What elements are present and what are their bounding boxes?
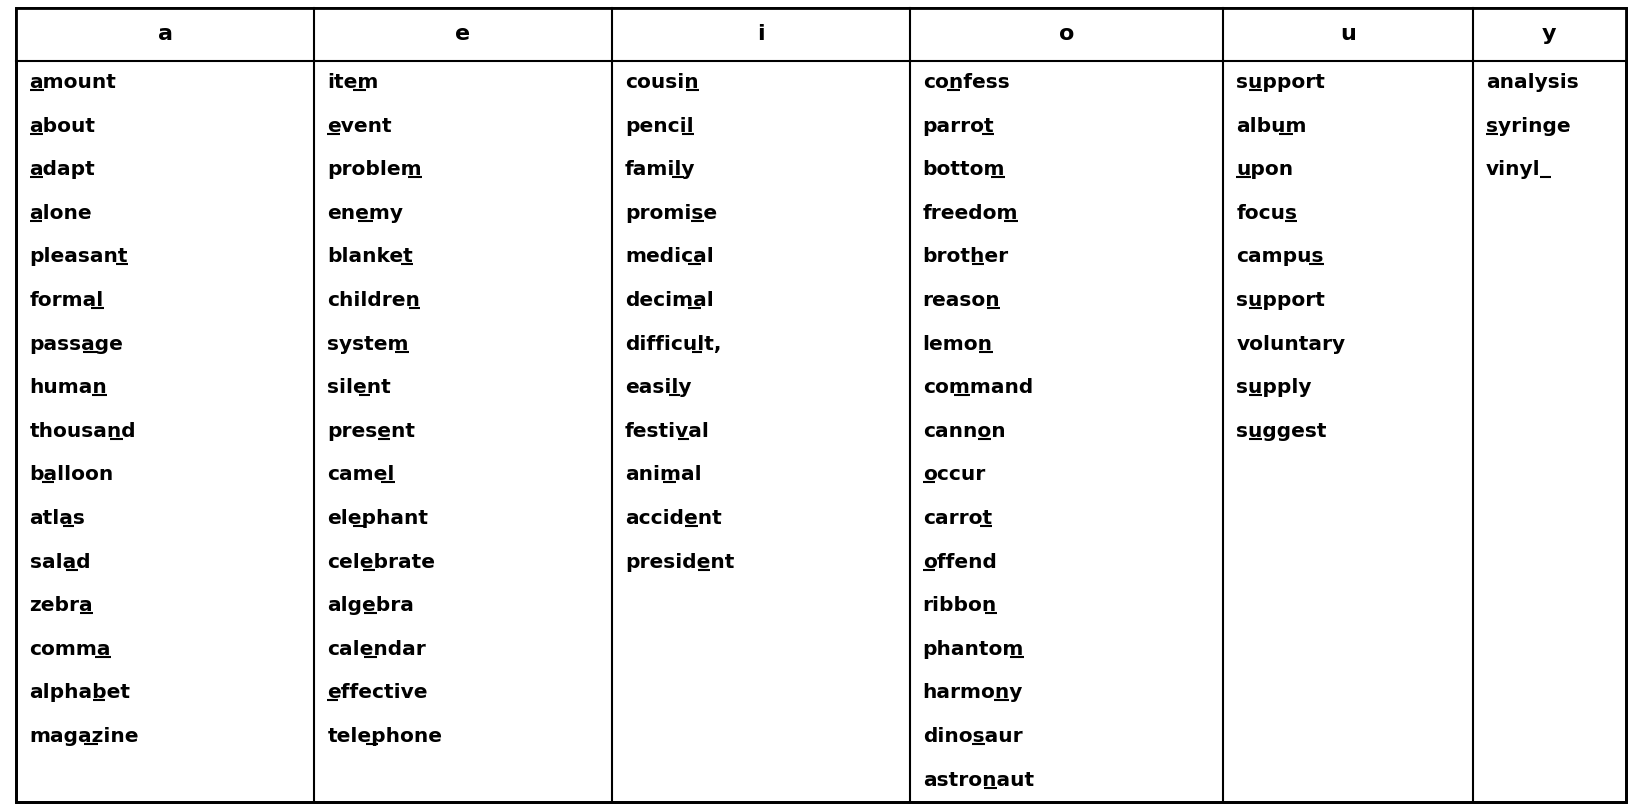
Text: calendar: calendar bbox=[327, 640, 425, 659]
Text: decimal: decimal bbox=[626, 291, 714, 310]
Text: campus: campus bbox=[1236, 247, 1323, 266]
Text: album: album bbox=[1236, 117, 1307, 135]
Text: effective: effective bbox=[327, 684, 429, 702]
Text: balloon: balloon bbox=[30, 466, 113, 484]
Text: elephant: elephant bbox=[327, 509, 429, 528]
Text: president: president bbox=[626, 552, 734, 572]
Text: alphabet: alphabet bbox=[30, 684, 131, 702]
Text: children: children bbox=[327, 291, 420, 310]
Text: e: e bbox=[455, 24, 471, 45]
Text: thousand: thousand bbox=[30, 422, 136, 441]
Text: human: human bbox=[30, 378, 107, 397]
Text: bottom: bottom bbox=[923, 160, 1005, 179]
Text: silent: silent bbox=[327, 378, 391, 397]
Text: cousin: cousin bbox=[626, 73, 698, 92]
Text: upon: upon bbox=[1236, 160, 1294, 179]
Text: formal: formal bbox=[30, 291, 103, 310]
Text: astronaut: astronaut bbox=[923, 770, 1034, 790]
Text: occur: occur bbox=[923, 466, 985, 484]
Text: medical: medical bbox=[626, 247, 714, 266]
Text: o: o bbox=[1059, 24, 1074, 45]
Text: algebra: algebra bbox=[327, 596, 414, 616]
Text: comma: comma bbox=[30, 640, 112, 659]
Text: alone: alone bbox=[30, 204, 92, 223]
Text: amount: amount bbox=[30, 73, 117, 92]
Text: support: support bbox=[1236, 73, 1325, 92]
Text: easily: easily bbox=[626, 378, 691, 397]
Text: i: i bbox=[757, 24, 765, 45]
Text: event: event bbox=[327, 117, 392, 135]
Text: u: u bbox=[1340, 24, 1356, 45]
Text: focus: focus bbox=[1236, 204, 1297, 223]
Text: brother: brother bbox=[923, 247, 1008, 266]
Text: system: system bbox=[327, 335, 409, 354]
Text: suggest: suggest bbox=[1236, 422, 1327, 441]
Text: carrot: carrot bbox=[923, 509, 992, 528]
Text: pencil: pencil bbox=[626, 117, 693, 135]
Text: support: support bbox=[1236, 291, 1325, 310]
Text: magazine: magazine bbox=[30, 727, 140, 746]
Text: pleasant: pleasant bbox=[30, 247, 128, 266]
Text: accident: accident bbox=[626, 509, 722, 528]
Text: about: about bbox=[30, 117, 95, 135]
Bar bbox=[16, 8, 1626, 61]
Text: harmony: harmony bbox=[923, 684, 1023, 702]
Text: problem: problem bbox=[327, 160, 422, 179]
Text: cannon: cannon bbox=[923, 422, 1005, 441]
Text: dinosaur: dinosaur bbox=[923, 727, 1023, 746]
Text: offend: offend bbox=[923, 552, 997, 572]
Text: camel: camel bbox=[327, 466, 394, 484]
Text: salad: salad bbox=[30, 552, 90, 572]
Text: syringe: syringe bbox=[1486, 117, 1570, 135]
Text: parrot: parrot bbox=[923, 117, 995, 135]
Text: lemon: lemon bbox=[923, 335, 993, 354]
Text: passage: passage bbox=[30, 335, 123, 354]
Text: family: family bbox=[626, 160, 696, 179]
Text: atlas: atlas bbox=[30, 509, 85, 528]
Text: phantom: phantom bbox=[923, 640, 1025, 659]
Text: difficult,: difficult, bbox=[626, 335, 721, 354]
Text: zebra: zebra bbox=[30, 596, 94, 616]
Text: supply: supply bbox=[1236, 378, 1312, 397]
Text: analysis: analysis bbox=[1486, 73, 1578, 92]
Text: confess: confess bbox=[923, 73, 1010, 92]
Text: vinyl: vinyl bbox=[1486, 160, 1540, 179]
Text: celebrate: celebrate bbox=[327, 552, 435, 572]
Text: command: command bbox=[923, 378, 1033, 397]
Text: voluntary: voluntary bbox=[1236, 335, 1345, 354]
Text: a: a bbox=[158, 24, 172, 45]
Text: y: y bbox=[1542, 24, 1557, 45]
Text: item: item bbox=[327, 73, 379, 92]
Text: enemy: enemy bbox=[327, 204, 404, 223]
Text: ribbon: ribbon bbox=[923, 596, 997, 616]
Text: freedom: freedom bbox=[923, 204, 1018, 223]
Text: reason: reason bbox=[923, 291, 1000, 310]
Text: adapt: adapt bbox=[30, 160, 95, 179]
Text: promise: promise bbox=[626, 204, 718, 223]
Text: animal: animal bbox=[626, 466, 701, 484]
Text: present: present bbox=[327, 422, 415, 441]
Text: blanket: blanket bbox=[327, 247, 414, 266]
Text: telephone: telephone bbox=[327, 727, 442, 746]
Text: festival: festival bbox=[626, 422, 709, 441]
